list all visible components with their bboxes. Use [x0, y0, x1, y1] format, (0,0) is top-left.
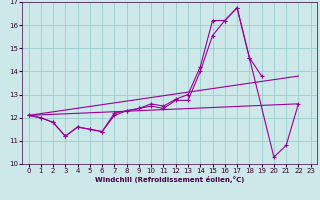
X-axis label: Windchill (Refroidissement éolien,°C): Windchill (Refroidissement éolien,°C) [95, 176, 244, 183]
